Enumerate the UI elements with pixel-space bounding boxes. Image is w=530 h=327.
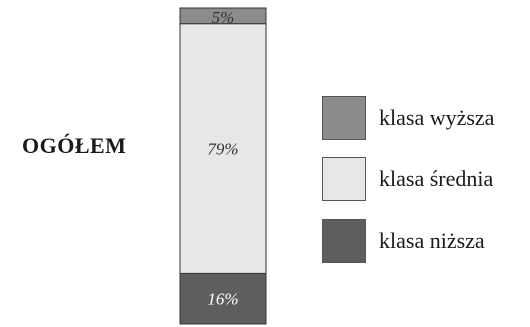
legend-label-lower-class: klasa niższa xyxy=(379,228,485,253)
legend-swatch-lower-class xyxy=(322,219,366,263)
legend-swatch-upper-class xyxy=(322,96,366,140)
bar-segment-middle-class xyxy=(179,23,267,274)
legend-item-lower-class: klasa niższa xyxy=(322,219,530,265)
legend-label-upper-class: klasa wyższa xyxy=(379,105,495,130)
legend-item-upper-class: klasa wyższa xyxy=(322,96,530,142)
legend-swatch-middle-class xyxy=(322,157,366,201)
legend-item-middle-class: klasa średnia xyxy=(322,157,530,203)
data-label-lower-class: 16% xyxy=(207,290,238,309)
bar-segment-lower-class xyxy=(179,272,267,325)
data-label-upper-class: 5% xyxy=(212,8,235,27)
data-label-middle-class: 79% xyxy=(207,140,238,159)
legend-label-middle-class: klasa średnia xyxy=(379,166,494,191)
row-label: OGÓŁEM xyxy=(22,133,127,158)
